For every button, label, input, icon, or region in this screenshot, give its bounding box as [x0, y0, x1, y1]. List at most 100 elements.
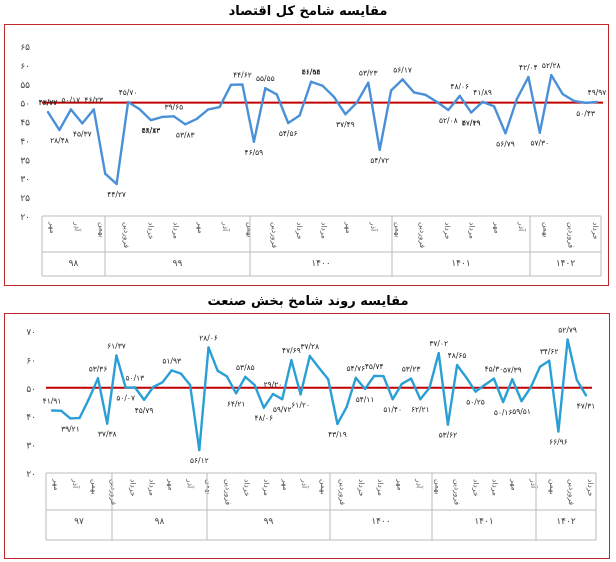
- x-tick-label: مرداد: [468, 222, 477, 239]
- data-label: ۶۲/۲۱: [411, 405, 430, 414]
- x-tick-label: مرداد: [376, 479, 385, 496]
- data-point: [184, 123, 187, 126]
- data-label: ۵۵/۵۵: [256, 74, 275, 83]
- x-tick-label: فروردین: [566, 222, 575, 249]
- chart-2-frame: [4, 313, 610, 559]
- data-point: [547, 359, 551, 362]
- y-tick-label: ۶۰: [20, 62, 30, 72]
- data-label: ۵۱/۹۳: [162, 356, 181, 365]
- data-point: [382, 374, 385, 378]
- data-point: [309, 80, 313, 83]
- data-point: [241, 83, 244, 86]
- x-tick-label: فروردین: [109, 479, 118, 506]
- data-label: ۶۴/۲۱: [227, 399, 246, 408]
- y-tick-label: ۴۵: [20, 119, 30, 129]
- x-tick-label: فروردین: [270, 222, 279, 249]
- data-label: ۵۴/۵۶: [279, 129, 298, 138]
- data-point: [172, 115, 176, 118]
- data-point: [299, 393, 302, 396]
- x-tick-label: خرداد: [147, 222, 156, 240]
- data-label: ۵۰/۱۷: [62, 95, 81, 104]
- data-point: [321, 84, 324, 87]
- data-point: [170, 369, 173, 372]
- x-tick-label: خرداد: [357, 479, 366, 497]
- data-point: [126, 100, 130, 104]
- data-point: [378, 148, 381, 152]
- data-point: [538, 131, 542, 134]
- data-point: [286, 121, 290, 125]
- y-tick-label: ۵۰: [26, 385, 36, 395]
- data-label: ۵۰/۱۳: [126, 373, 145, 382]
- data-point: [354, 376, 358, 380]
- data-point: [206, 108, 210, 111]
- data-point: [373, 374, 376, 378]
- x-tick-label: بهمن: [205, 479, 214, 495]
- data-point: [336, 422, 339, 426]
- year-label: ۱۴۰۲: [556, 259, 576, 269]
- data-label: ۴۸/۶۵: [448, 351, 467, 360]
- data-label: ۵۰/۴۳: [576, 109, 595, 118]
- y-tick-label: ۴۰: [20, 137, 30, 147]
- x-tick-label: مهر: [48, 221, 57, 234]
- data-point: [566, 338, 569, 341]
- data-label: ۴۲/۰۴: [519, 63, 538, 72]
- data-point: [437, 351, 440, 355]
- data-label: ۴۹/۹۷: [588, 88, 607, 97]
- data-label: ۵۰/۱۶: [494, 408, 513, 417]
- data-point: [428, 386, 431, 389]
- data-point: [92, 108, 95, 111]
- data-point: [515, 97, 519, 101]
- data-label: ۴۷/۶۹: [282, 346, 301, 355]
- data-point: [504, 132, 507, 135]
- data-point: [69, 417, 72, 420]
- year-label: ۱۴۰۱: [474, 517, 493, 527]
- data-point: [133, 386, 137, 389]
- y-tick-label: ۲۰: [20, 213, 30, 223]
- x-tick-label: آذر: [71, 478, 81, 489]
- y-tick-label: ۳۰: [20, 175, 30, 185]
- data-label: ۶۶/۹۶: [549, 437, 568, 446]
- data-point: [138, 107, 141, 111]
- data-point: [575, 378, 578, 382]
- data-label: ۵۲/۷۹: [558, 326, 577, 335]
- x-tick-label: فروردین: [338, 479, 347, 506]
- x-tick-label: بهمن: [90, 479, 99, 495]
- data-point: [520, 399, 523, 403]
- data-label: ۴۵/۳۰: [485, 365, 504, 374]
- data-point: [152, 385, 155, 389]
- data-point: [253, 383, 256, 387]
- data-point: [492, 377, 496, 380]
- y-tick-label: ۶۵: [20, 43, 30, 53]
- data-point: [115, 354, 118, 357]
- data-label: ۴۵/۳۷: [73, 129, 92, 138]
- x-tick-label: فروردین: [453, 479, 462, 506]
- x-tick-label: مرداد: [320, 222, 329, 239]
- data-point: [332, 95, 336, 99]
- year-label: ۱۴۰۱: [451, 259, 470, 269]
- data-point: [355, 101, 359, 104]
- data-point: [469, 111, 473, 114]
- data-point: [401, 78, 404, 81]
- data-point: [345, 405, 348, 409]
- data-point: [529, 386, 532, 389]
- x-tick-label: مهر: [52, 478, 61, 491]
- data-point: [161, 381, 164, 384]
- data-point: [419, 397, 422, 401]
- x-tick-label: مهر: [344, 221, 353, 234]
- data-label: ۴۵/۷۴: [365, 362, 384, 371]
- x-tick-label: خرداد: [443, 222, 452, 240]
- x-tick-label: بهمن: [433, 479, 442, 495]
- data-label: ۵۶/۱۷: [393, 65, 412, 74]
- data-label: ۵۹/۵۱: [512, 407, 531, 416]
- data-point: [391, 397, 394, 401]
- x-tick-label: آذر: [300, 478, 310, 489]
- data-point: [81, 122, 84, 125]
- data-point: [124, 386, 127, 389]
- data-point: [446, 423, 450, 426]
- data-point: [264, 86, 267, 90]
- data-label: ۵۲/۰۸: [439, 116, 458, 125]
- data-label: ۵۶/۷۹: [496, 139, 515, 148]
- data-point: [435, 100, 439, 104]
- data-label: ۵۳/۳۶: [89, 364, 108, 373]
